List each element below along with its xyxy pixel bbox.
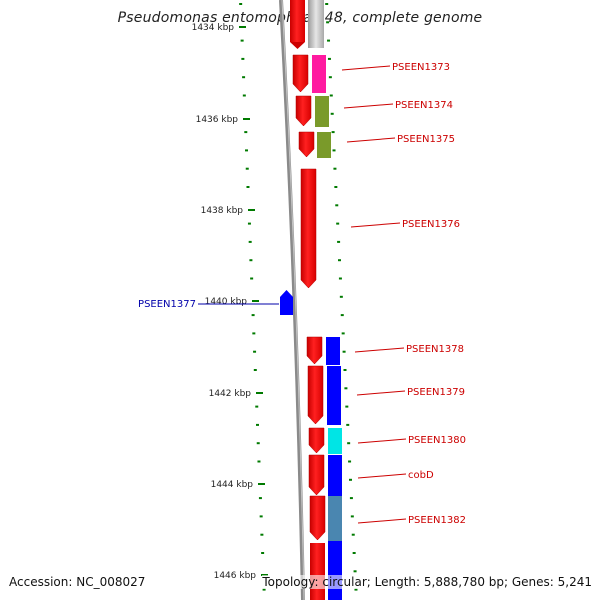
label-leader [346, 137, 396, 143]
gene-label[interactable]: PSEEN1379 [407, 387, 465, 398]
grey-gene-feature [308, 0, 324, 48]
category-box [312, 55, 326, 93]
cds-arrow [307, 365, 324, 425]
category-box [327, 366, 341, 425]
cds-arrow [292, 54, 309, 93]
label-leader [343, 103, 394, 109]
tick-label: 1442 kbp [209, 389, 252, 399]
cds-arrow [308, 427, 325, 454]
category-box [326, 337, 340, 365]
gene-layer [280, 54, 342, 600]
tick-label: 1436 kbp [196, 115, 239, 125]
gene-label[interactable]: PSEEN1373 [392, 62, 450, 73]
label-leader [357, 518, 407, 524]
tick-label: 1444 kbp [211, 480, 254, 490]
label-leader [357, 473, 407, 479]
tick-label: 1434 kbp [192, 23, 235, 33]
cds-arrow [308, 454, 325, 496]
gene-label[interactable]: cobD [408, 470, 434, 481]
cds-arrow [295, 95, 312, 127]
topology-text: Topology: circular; Length: 5,888,780 bp… [262, 575, 592, 589]
label-leader [341, 65, 391, 71]
label-leader [350, 222, 401, 228]
category-box [328, 496, 342, 541]
label-leader [354, 347, 405, 353]
gene-PSEEN1380[interactable] [308, 427, 342, 454]
category-box [317, 132, 331, 158]
gene-label[interactable]: PSEEN1382 [408, 515, 466, 526]
category-box [328, 455, 342, 496]
tick-label: 1446 kbp [214, 571, 257, 581]
gene-PSEEN1377[interactable] [280, 290, 293, 315]
cds-arrow [300, 168, 317, 289]
genome-backbone-highlight [281, 0, 305, 600]
label-leader [357, 438, 407, 444]
gene-cobD[interactable] [308, 454, 342, 496]
gene-label[interactable]: PSEEN1374 [395, 100, 453, 111]
cds-arrow [290, 42, 305, 49]
label-layer: PSEEN1373 PSEEN1374 PSEEN1375 PSEEN1376 PSEE… [138, 62, 466, 526]
gene-PSEEN1378[interactable] [306, 336, 340, 365]
accession-text: Accession: NC_008027 [9, 575, 146, 589]
category-box [328, 428, 342, 454]
gene-PSEEN1373[interactable] [292, 54, 326, 93]
genome-backbone [279, 0, 305, 600]
gene-PSEEN1382[interactable] [309, 495, 342, 541]
category-box [315, 96, 329, 127]
gene-label[interactable]: PSEEN1380 [408, 435, 466, 446]
cds-arrow [298, 131, 315, 158]
cds-feature [310, 543, 325, 600]
tick-label: 1438 kbp [201, 206, 244, 216]
cds-arrow [306, 336, 323, 365]
gene-label[interactable]: PSEEN1375 [397, 134, 455, 145]
gene-label[interactable]: PSEEN1376 [402, 219, 460, 230]
gene-PSEEN1379[interactable] [307, 365, 341, 425]
gene-PSEEN1375[interactable] [298, 131, 331, 158]
category-box [328, 541, 342, 600]
label-leader [356, 390, 406, 396]
gene-label[interactable]: PSEEN1377 [138, 299, 196, 310]
gene-PSEEN1376[interactable] [300, 168, 317, 289]
reverse-gene-arrow [280, 290, 293, 315]
cds-feature [290, 0, 305, 42]
gene-label[interactable]: PSEEN1378 [406, 344, 464, 355]
tick-label: 1440 kbp [205, 297, 248, 307]
cds-arrow [309, 495, 326, 541]
gene-PSEEN1374[interactable] [295, 95, 329, 127]
